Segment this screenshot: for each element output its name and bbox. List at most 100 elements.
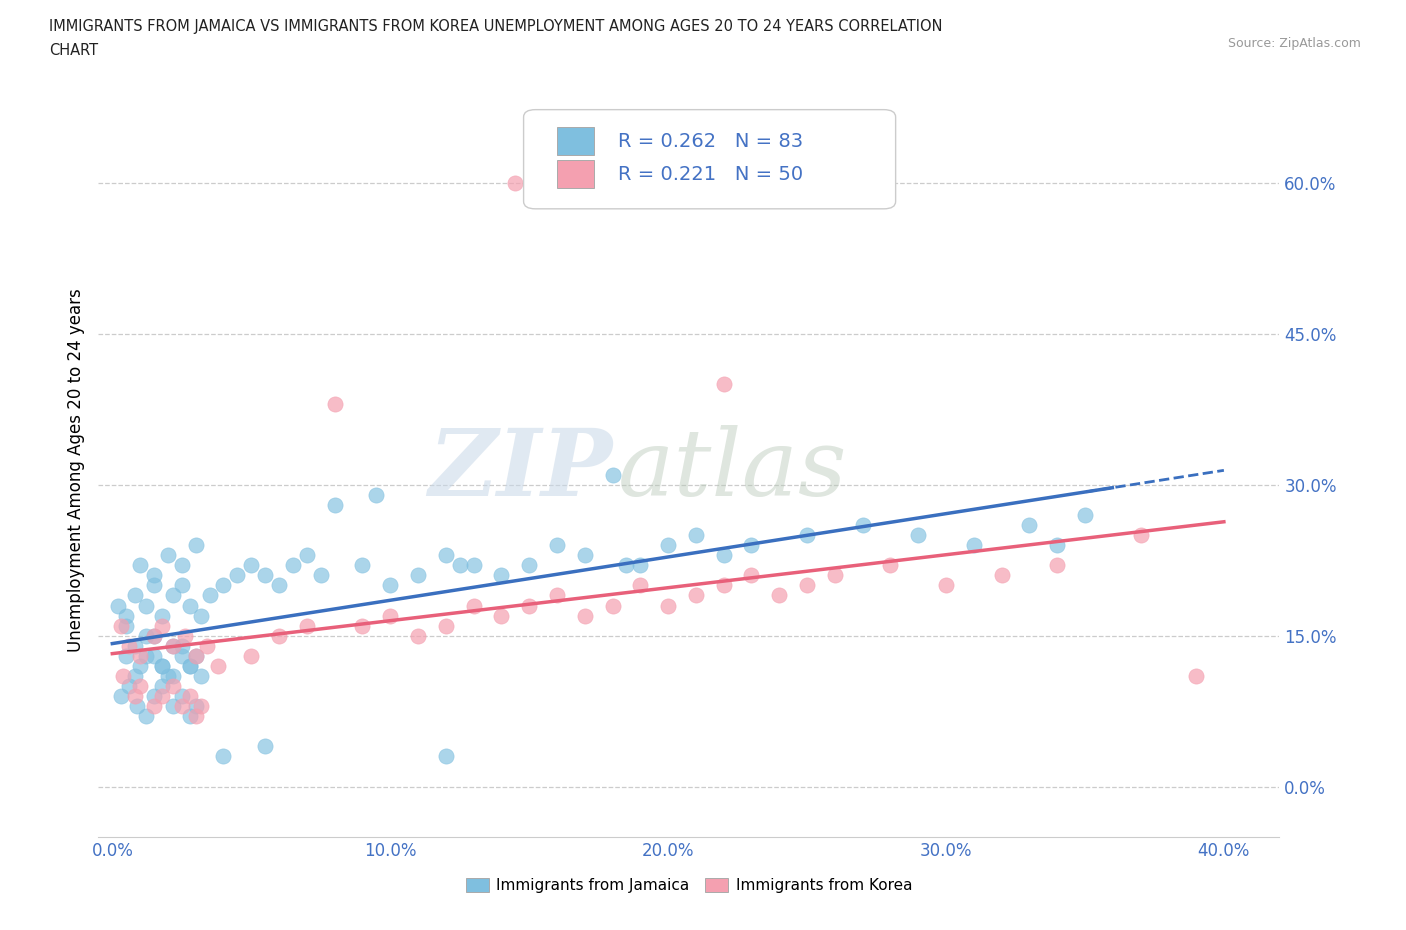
- Point: [184, 648, 207, 663]
- Point: [503, 176, 526, 191]
- Point: [179, 598, 201, 613]
- Text: CHART: CHART: [49, 43, 98, 58]
- Point: [1185, 669, 1208, 684]
- Point: [179, 658, 201, 673]
- Point: [657, 538, 679, 552]
- Point: [179, 709, 201, 724]
- Point: [143, 698, 166, 713]
- Point: [162, 679, 184, 694]
- Point: [124, 669, 146, 684]
- Point: [602, 467, 624, 482]
- Point: [184, 698, 207, 713]
- Point: [517, 558, 540, 573]
- Point: [107, 598, 129, 613]
- Point: [110, 618, 132, 633]
- Point: [156, 548, 179, 563]
- Point: [267, 629, 290, 644]
- Point: [546, 588, 568, 603]
- Point: [963, 538, 986, 552]
- Point: [796, 527, 818, 542]
- Point: [124, 688, 146, 703]
- Point: [129, 658, 152, 673]
- Point: [212, 578, 235, 592]
- Point: [366, 487, 388, 502]
- Point: [406, 629, 429, 644]
- Point: [1046, 558, 1069, 573]
- Point: [150, 608, 173, 623]
- Point: [323, 397, 346, 412]
- Point: [267, 578, 290, 592]
- Point: [190, 608, 212, 623]
- Point: [135, 648, 157, 663]
- Point: [170, 558, 193, 573]
- Point: [740, 538, 762, 552]
- Point: [195, 638, 218, 653]
- Point: [212, 749, 235, 764]
- Point: [281, 558, 304, 573]
- Point: [115, 618, 138, 633]
- FancyBboxPatch shape: [557, 160, 595, 188]
- Point: [380, 608, 402, 623]
- Point: [170, 578, 193, 592]
- FancyBboxPatch shape: [523, 110, 896, 209]
- Point: [713, 578, 735, 592]
- Point: [616, 558, 638, 573]
- Point: [574, 548, 596, 563]
- Point: [150, 679, 173, 694]
- Point: [129, 648, 152, 663]
- Point: [118, 679, 141, 694]
- Point: [162, 669, 184, 684]
- Point: [907, 527, 929, 542]
- Point: [135, 709, 157, 724]
- Point: [207, 658, 229, 673]
- Y-axis label: Unemployment Among Ages 20 to 24 years: Unemployment Among Ages 20 to 24 years: [66, 287, 84, 652]
- Point: [491, 568, 513, 583]
- Text: Source: ZipAtlas.com: Source: ZipAtlas.com: [1227, 37, 1361, 50]
- Point: [309, 568, 332, 583]
- Point: [162, 588, 184, 603]
- Point: [380, 578, 402, 592]
- FancyBboxPatch shape: [557, 127, 595, 155]
- Point: [150, 688, 173, 703]
- Point: [879, 558, 901, 573]
- Point: [434, 548, 457, 563]
- Point: [150, 618, 173, 633]
- Point: [190, 669, 212, 684]
- Point: [115, 648, 138, 663]
- Point: [1046, 538, 1069, 552]
- Point: [628, 578, 651, 592]
- Point: [135, 629, 157, 644]
- Point: [628, 558, 651, 573]
- Point: [824, 568, 846, 583]
- Point: [254, 568, 277, 583]
- Point: [179, 688, 201, 703]
- Point: [434, 749, 457, 764]
- Point: [110, 688, 132, 703]
- Point: [162, 638, 184, 653]
- Point: [150, 658, 173, 673]
- Point: [463, 598, 485, 613]
- Point: [170, 648, 193, 663]
- Point: [162, 698, 184, 713]
- Point: [124, 638, 146, 653]
- Point: [990, 568, 1012, 583]
- Text: R = 0.262   N = 83: R = 0.262 N = 83: [619, 132, 803, 151]
- Point: [184, 709, 207, 724]
- Point: [254, 739, 277, 754]
- Point: [226, 568, 249, 583]
- Point: [115, 608, 138, 623]
- Point: [352, 558, 374, 573]
- Point: [323, 498, 346, 512]
- Point: [574, 608, 596, 623]
- Point: [143, 568, 166, 583]
- Point: [143, 648, 166, 663]
- Point: [796, 578, 818, 592]
- Text: IMMIGRANTS FROM JAMAICA VS IMMIGRANTS FROM KOREA UNEMPLOYMENT AMONG AGES 20 TO 2: IMMIGRANTS FROM JAMAICA VS IMMIGRANTS FR…: [49, 19, 942, 33]
- Point: [135, 598, 157, 613]
- Point: [143, 578, 166, 592]
- Point: [935, 578, 957, 592]
- Point: [143, 629, 166, 644]
- Point: [685, 527, 707, 542]
- Point: [449, 558, 471, 573]
- Point: [517, 598, 540, 613]
